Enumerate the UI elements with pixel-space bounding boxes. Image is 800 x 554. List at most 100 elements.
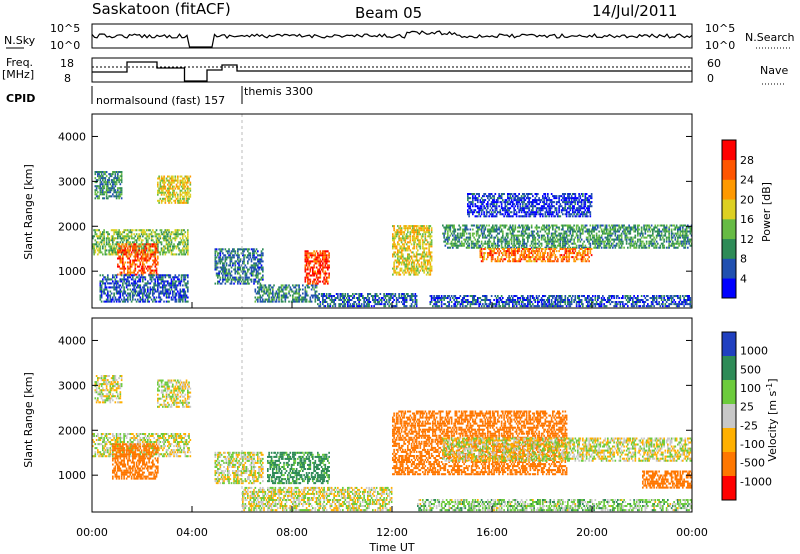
power-cells-cell-3361 xyxy=(419,241,422,244)
power-cells-cell-4161 xyxy=(564,246,567,249)
power-cells-cell-2096 xyxy=(243,260,245,263)
power-cells-cell-3776 xyxy=(494,246,497,249)
power-cells-cell-1856 xyxy=(187,274,189,277)
power-cells-cell-1719 xyxy=(167,282,169,285)
power-cells-cell-2109 xyxy=(244,264,247,267)
power-cells-cell-3392 xyxy=(422,229,424,232)
power-cells-cell-1032 xyxy=(117,171,119,174)
power-cells-cell-4795 xyxy=(679,236,682,239)
power-cells-cell-2058 xyxy=(238,260,240,263)
power-cells-cell-3440 xyxy=(427,271,429,274)
power-cells-cell-3187 xyxy=(405,265,408,268)
power-cells-cell-410 xyxy=(160,247,163,250)
power-cells-cell-4081 xyxy=(550,224,553,227)
power-cells-cell-3692 xyxy=(478,240,480,243)
power-cells-cell-4964 xyxy=(509,260,512,263)
cpid-label: CPID xyxy=(6,92,35,105)
power-cells-cell-913 xyxy=(100,183,103,186)
power-cells-cell-615 xyxy=(122,265,124,268)
power-cells-cell-3903 xyxy=(517,234,519,237)
power-cells-cell-1655 xyxy=(158,292,160,295)
power-cells-cell-874 xyxy=(95,195,98,198)
power-cells-cell-3389 xyxy=(422,239,424,242)
power-cells-cell-1591 xyxy=(147,280,149,283)
power-cells-cell-3292 xyxy=(413,225,415,228)
power-cells-cell-1021 xyxy=(115,179,118,182)
power-cells-cell-1358 xyxy=(109,286,112,289)
power-cells-cell-4268 xyxy=(584,230,587,233)
power-cells-cell-4397 xyxy=(607,242,609,245)
power-cells-cell-4412 xyxy=(608,224,610,227)
power-cells-cell-2330 xyxy=(272,288,274,291)
power-cells-cell-3992 xyxy=(533,230,535,233)
power-cells-cell-2614 xyxy=(317,254,319,257)
power-cells-cell-725 xyxy=(137,255,139,258)
power-cells-cell-2054 xyxy=(238,268,240,271)
power-cells-cell-1968 xyxy=(227,256,229,259)
power-cells-cell-3763 xyxy=(492,244,494,247)
power-cells-cell-4259 xyxy=(582,232,584,235)
power-cells-cell-2187 xyxy=(254,258,257,261)
power-cells-cell-311 xyxy=(143,253,145,256)
power-cells-cell-4628 xyxy=(648,242,650,245)
power-cells-cell-1794 xyxy=(178,274,180,277)
power-cells-cell-945 xyxy=(104,171,107,174)
power-cells-cell-2532 xyxy=(307,260,309,263)
power-cells-cell-356 xyxy=(150,249,153,252)
power-cells-cell-633 xyxy=(124,267,127,270)
power-cells-cell-3053 xyxy=(393,229,395,232)
power-cells-cell-2857 xyxy=(360,293,363,296)
power-cells-cell-3176 xyxy=(404,249,407,252)
power-cells-cell-4736 xyxy=(668,232,670,235)
power-cells-cell-4474 xyxy=(619,246,622,249)
power-cells-cell-2696 xyxy=(327,266,329,269)
power-cells-cell-675 xyxy=(129,249,132,252)
power-cells-cell-4101 xyxy=(554,240,557,243)
power-cells-cell-3958 xyxy=(527,240,529,243)
power-cells-cell-2016 xyxy=(233,254,235,257)
power-cells-cell-4491 xyxy=(622,242,624,245)
power-cells-cell-2809 xyxy=(347,301,349,304)
power-cells-cell-1405 xyxy=(117,280,119,283)
power-cells-cell-864 xyxy=(157,251,159,254)
power-cells-cell-2238 xyxy=(260,254,263,257)
power-cells-cell-4799 xyxy=(679,228,682,231)
power-cells-cell-3782 xyxy=(494,224,497,227)
power-cells-cell-50 xyxy=(100,251,103,254)
power-cells-cell-214 xyxy=(127,239,129,242)
power-cells-cell-3046 xyxy=(393,251,395,254)
power-cells-cell-1013 xyxy=(114,173,117,176)
power-cells-cell-2697 xyxy=(327,264,329,267)
power-cells-cell-3341 xyxy=(418,271,420,274)
power-cells-cell-1961 xyxy=(225,256,228,259)
power-cells-cell-601 xyxy=(119,251,122,254)
power-cells-cell-1163 xyxy=(170,177,173,180)
power-cells-cell-4252 xyxy=(580,232,583,235)
power-cells-cell-2601 xyxy=(315,260,318,263)
power-cells-cell-4426 xyxy=(610,232,613,235)
power-cells-cell-3353 xyxy=(418,227,420,230)
power-cells-cell-2018 xyxy=(233,248,235,251)
power-cells-cell-4243 xyxy=(579,240,582,243)
power-cells-cell-151 xyxy=(117,241,119,244)
power-cells-cell-2954 xyxy=(392,293,394,296)
power-cells-cell-893 xyxy=(98,185,100,188)
power-cells-cell-9 xyxy=(93,245,95,248)
power-cells-cell-2965 xyxy=(395,297,398,300)
power-cells-cell-3653 xyxy=(470,242,473,245)
power-cells-cell-4451 xyxy=(614,224,617,227)
power-cells-cell-1624 xyxy=(153,288,155,291)
power-cells-cell-3260 xyxy=(412,265,414,268)
power-cells-cell-2764 xyxy=(333,301,335,304)
power-cells-cell-4962 xyxy=(508,250,510,253)
power-cells-cell-784 xyxy=(145,255,148,258)
power-cells-cell-4398 xyxy=(607,240,609,243)
power-cells-cell-166 xyxy=(119,237,122,240)
power-cells-cell-528 xyxy=(180,253,183,256)
power-cells-cell-828 xyxy=(153,269,155,272)
power-cells-cell-3423 xyxy=(424,231,427,234)
power-cells-cell-4344 xyxy=(598,246,600,249)
power-cells-cell-2783 xyxy=(339,295,342,298)
power-cells-cell-2414 xyxy=(294,292,297,295)
power-cells-cell-1710 xyxy=(165,288,168,291)
